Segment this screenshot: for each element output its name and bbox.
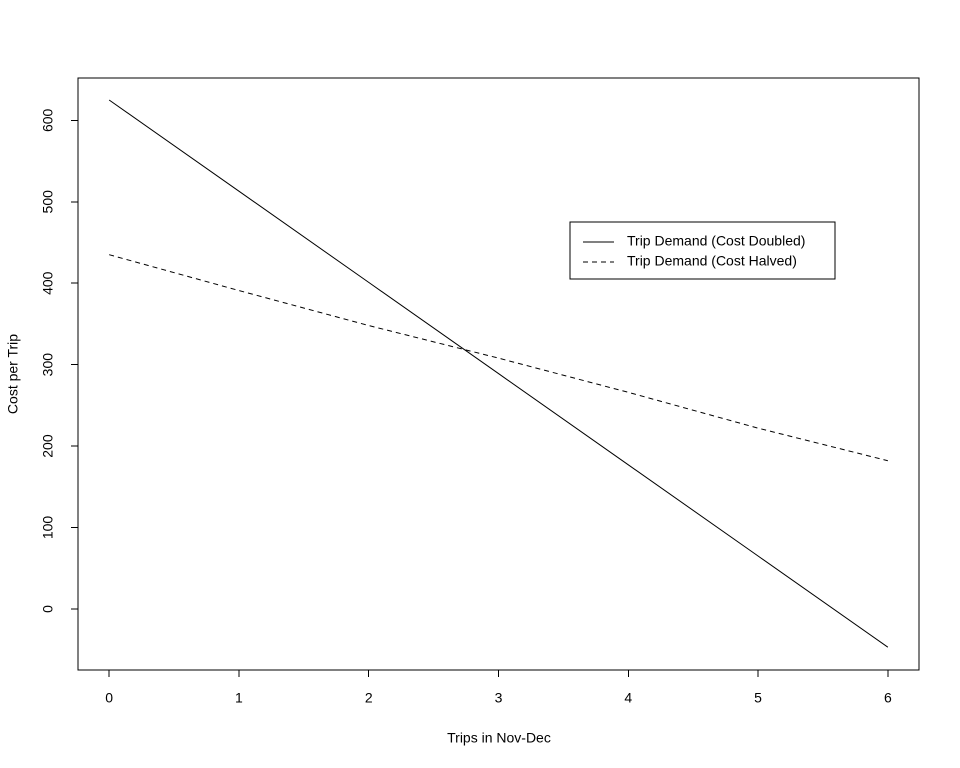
x-tick-label: 0 — [105, 690, 113, 706]
legend-box — [569, 221, 836, 280]
y-tick-label: 100 — [40, 516, 56, 540]
x-tick-label: 1 — [235, 690, 243, 706]
y-tick-label: 300 — [40, 353, 56, 377]
y-tick-label: 0 — [40, 605, 56, 613]
legend-label: Trip Demand (Cost Doubled) — [627, 233, 805, 249]
y-tick-label: 200 — [40, 434, 56, 458]
x-tick-label: 3 — [495, 690, 503, 706]
x-tick-label: 5 — [754, 690, 762, 706]
x-tick-label: 4 — [624, 690, 632, 706]
y-tick-label: 500 — [40, 190, 56, 214]
legend-label: Trip Demand (Cost Halved) — [627, 253, 797, 269]
y-tick-label: 400 — [40, 271, 56, 295]
y-tick-label: 600 — [40, 108, 56, 132]
data-line — [108, 99, 889, 648]
data-line — [109, 254, 888, 462]
x-tick-label: 6 — [884, 690, 892, 706]
x-tick-label: 2 — [365, 690, 373, 706]
x-axis-title: Trips in Nov-Dec — [447, 730, 551, 746]
y-axis-title: Cost per Trip — [5, 334, 21, 414]
